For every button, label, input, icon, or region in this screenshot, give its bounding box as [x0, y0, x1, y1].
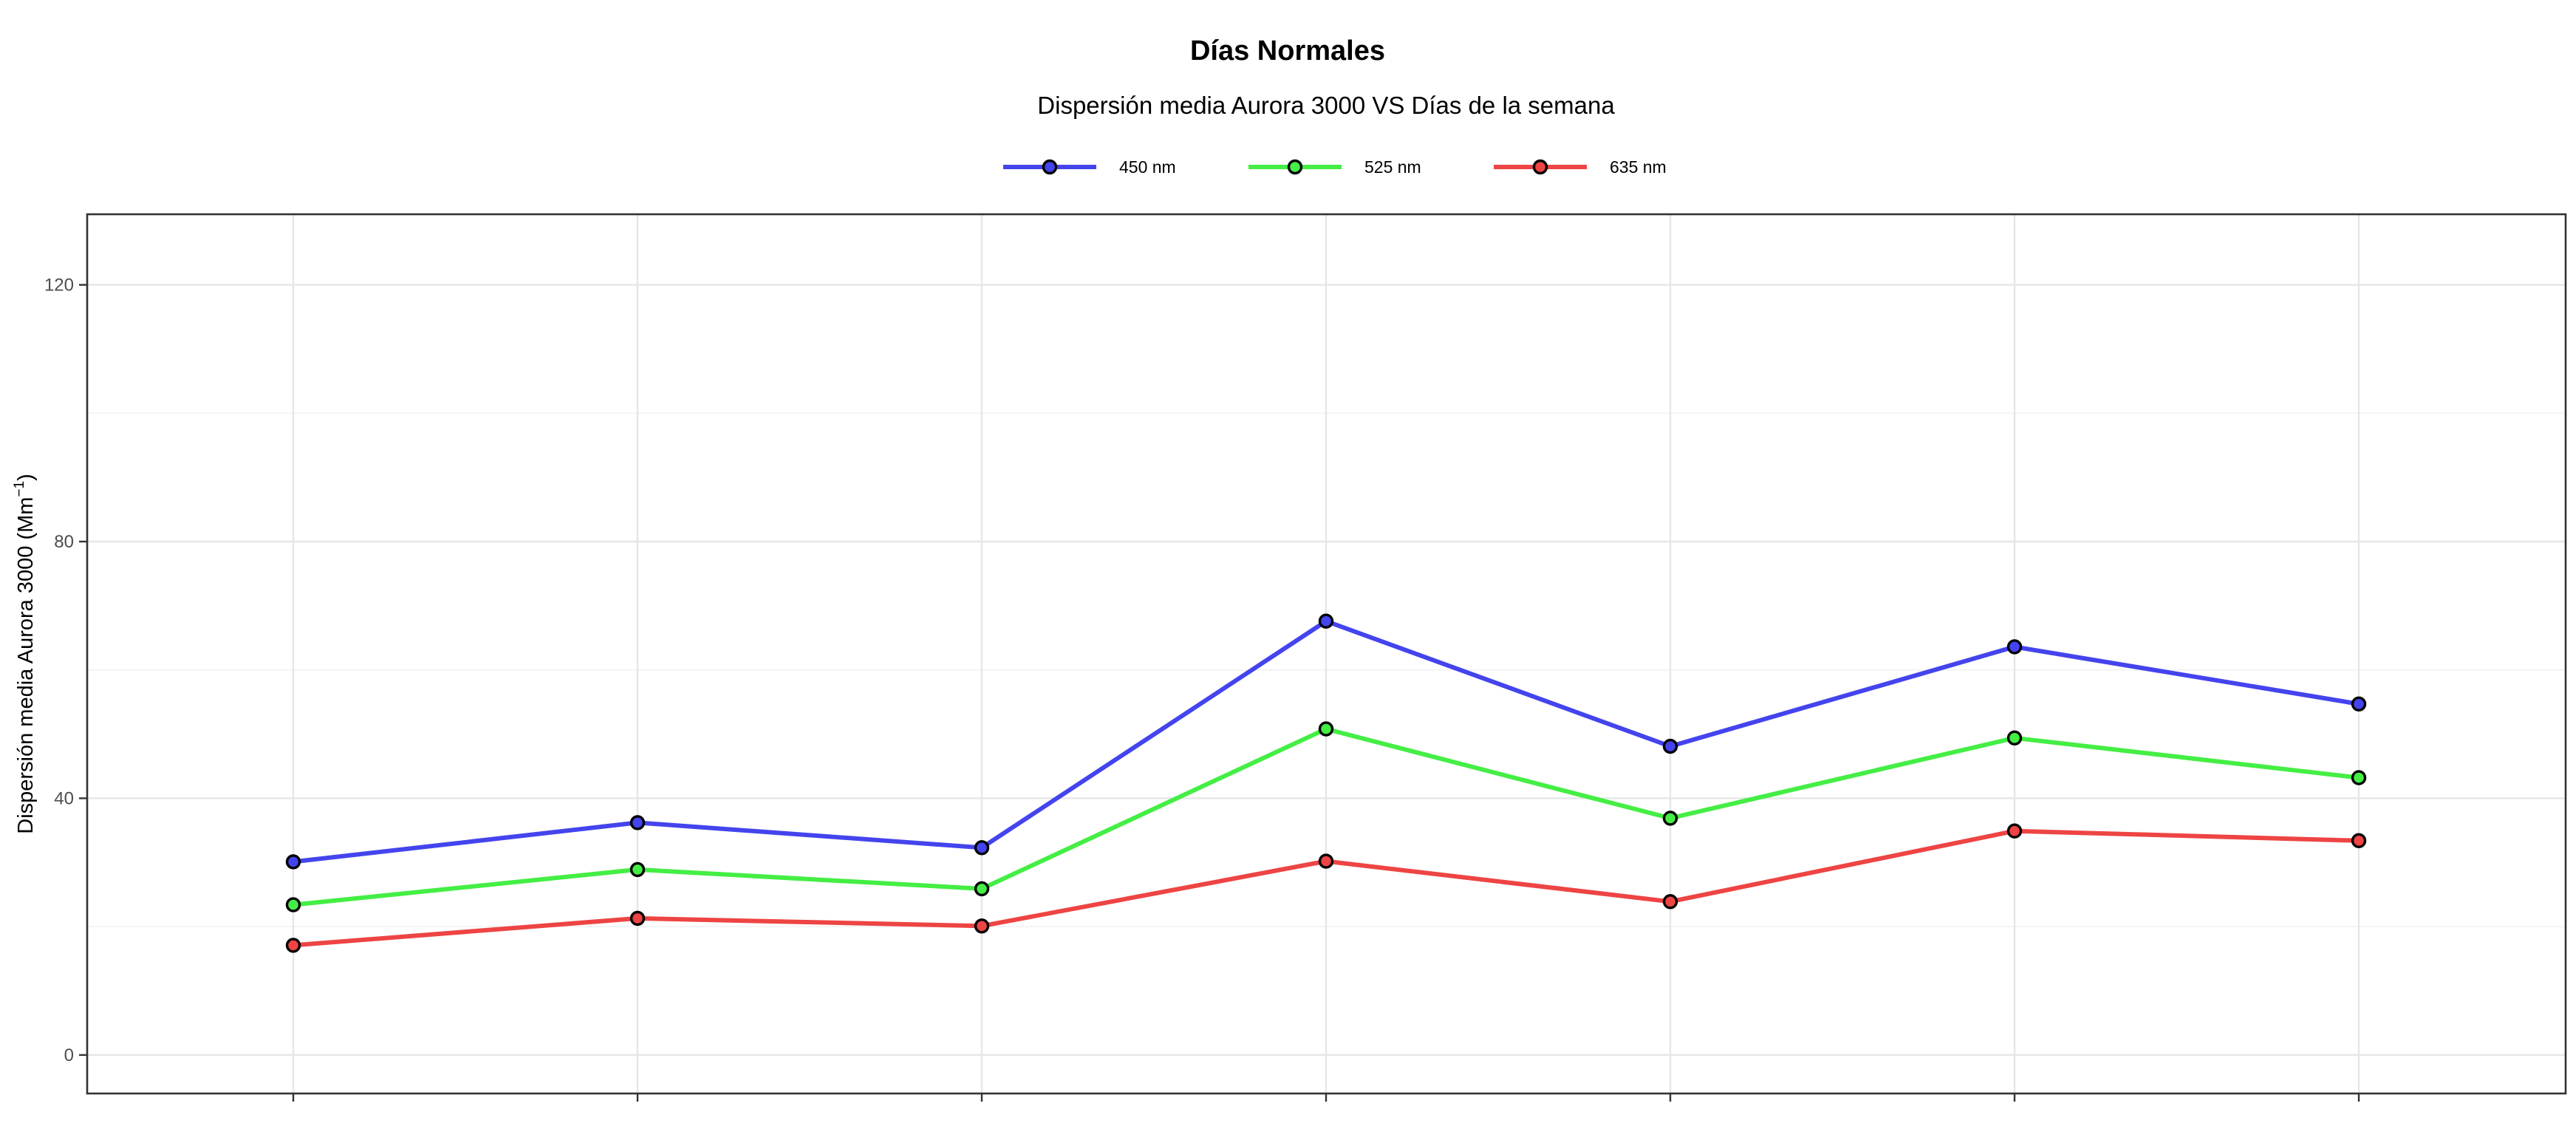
data-point-450-nm: [974, 840, 990, 856]
legend-swatch-point: [1287, 159, 1303, 175]
chart-title: Días Normales: [1190, 35, 1385, 66]
chart-subtitle: Dispersión media Aurora 3000 VS Días de …: [1037, 92, 1615, 119]
legend-swatch-point: [1532, 159, 1548, 175]
data-point-635-nm: [2351, 833, 2367, 849]
legend-label: 635 nm: [1610, 157, 1667, 177]
data-point-450-nm: [1318, 613, 1334, 629]
data-point-635-nm: [285, 938, 301, 953]
legend-item-635-nm: 635 nm: [1494, 157, 1667, 177]
legend-item-450-nm: 450 nm: [1003, 157, 1176, 177]
y-tick-label: 40: [54, 788, 74, 808]
data-point-450-nm: [1662, 738, 1678, 754]
data-point-635-nm: [1318, 853, 1334, 869]
data-point-450-nm: [285, 854, 301, 870]
legend-label: 525 nm: [1364, 157, 1421, 177]
y-axis-title-main: Dispersión media Aurora 3000 (Mm: [14, 497, 38, 834]
y-tick-label: 0: [64, 1045, 74, 1065]
legend-label: 450 nm: [1119, 157, 1176, 177]
legend-item-525-nm: 525 nm: [1248, 157, 1421, 177]
legend: 450 nm 525 nm 635 nm: [1003, 157, 1667, 177]
legend-swatch-point: [1042, 159, 1058, 175]
data-point-635-nm: [629, 910, 646, 927]
data-point-525-nm: [285, 897, 301, 912]
data-point-635-nm: [2006, 823, 2023, 839]
y-tick-label: 120: [44, 276, 74, 296]
data-point-635-nm: [1662, 894, 1678, 910]
data-point-635-nm: [974, 918, 990, 934]
series-layer: [285, 613, 2367, 953]
y-axis-title-suffix: ): [14, 474, 38, 481]
y-tick-label: 80: [54, 532, 74, 552]
data-point-450-nm: [2351, 696, 2367, 712]
data-point-525-nm: [974, 881, 990, 897]
data-point-525-nm: [2006, 730, 2023, 745]
data-point-525-nm: [1662, 811, 1678, 826]
data-point-525-nm: [629, 861, 646, 878]
y-axis-title-exponent: −1: [12, 481, 27, 497]
axes: 0 40 80 120: [44, 276, 2360, 1102]
data-point-450-nm: [629, 815, 646, 830]
grid: [87, 214, 2566, 1093]
y-axis-title: Dispersión media Aurora 3000 (Mm−1): [12, 474, 38, 834]
data-point-525-nm: [1318, 721, 1334, 737]
series-525-nm: [285, 721, 2367, 912]
series-635-nm: [285, 823, 2367, 953]
data-point-525-nm: [2351, 770, 2367, 785]
series-450-nm: [285, 613, 2367, 870]
data-point-450-nm: [2006, 639, 2023, 655]
